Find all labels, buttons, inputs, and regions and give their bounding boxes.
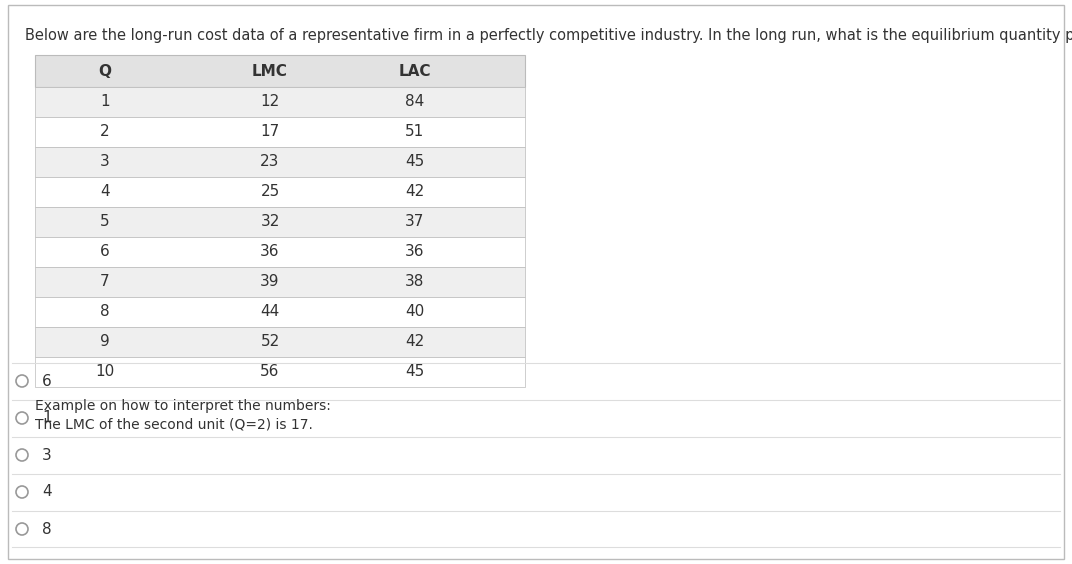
Text: 42: 42 [405, 334, 425, 350]
Text: LMC: LMC [252, 64, 288, 78]
Text: 6: 6 [100, 245, 109, 259]
Text: 6: 6 [42, 373, 51, 389]
Text: 7: 7 [100, 275, 109, 289]
Text: 36: 36 [260, 245, 280, 259]
Bar [35, 55, 525, 87]
Bar [35, 357, 525, 387]
Text: 51: 51 [405, 125, 425, 139]
Text: 40: 40 [405, 305, 425, 319]
Text: 3: 3 [100, 155, 109, 170]
Text: 36: 36 [405, 245, 425, 259]
Text: The LMC of the second unit (Q=2) is 17.: The LMC of the second unit (Q=2) is 17. [35, 417, 313, 431]
Bar [35, 237, 525, 267]
Text: 44: 44 [260, 305, 280, 319]
Text: 8: 8 [100, 305, 109, 319]
Bar [35, 207, 525, 237]
Bar [35, 147, 525, 177]
Bar [35, 117, 525, 147]
Text: 1: 1 [42, 411, 51, 425]
Text: 17: 17 [260, 125, 280, 139]
Text: Example on how to interpret the numbers:: Example on how to interpret the numbers: [35, 399, 331, 413]
Text: 84: 84 [405, 95, 425, 109]
Text: 5: 5 [100, 214, 109, 230]
Text: 39: 39 [260, 275, 280, 289]
Text: 25: 25 [260, 184, 280, 200]
Text: 10: 10 [95, 364, 115, 380]
Text: 32: 32 [260, 214, 280, 230]
Text: 4: 4 [100, 184, 109, 200]
Text: 38: 38 [405, 275, 425, 289]
Text: 2: 2 [100, 125, 109, 139]
Text: Below are the long-run cost data of a representative firm in a perfectly competi: Below are the long-run cost data of a re… [25, 28, 1072, 43]
Text: 4: 4 [42, 484, 51, 500]
Text: 37: 37 [405, 214, 425, 230]
Text: Q: Q [99, 64, 111, 78]
Bar [35, 177, 525, 207]
Bar [35, 297, 525, 327]
Text: 9: 9 [100, 334, 109, 350]
Text: LAC: LAC [399, 64, 431, 78]
Bar [35, 87, 525, 117]
Bar [35, 327, 525, 357]
Text: 56: 56 [260, 364, 280, 380]
Text: 52: 52 [260, 334, 280, 350]
Bar [35, 267, 525, 297]
Text: 8: 8 [42, 522, 51, 536]
Text: 12: 12 [260, 95, 280, 109]
Text: 3: 3 [42, 447, 51, 462]
Text: 1: 1 [100, 95, 109, 109]
Text: 42: 42 [405, 184, 425, 200]
Text: 45: 45 [405, 155, 425, 170]
Text: 45: 45 [405, 364, 425, 380]
Text: 23: 23 [260, 155, 280, 170]
